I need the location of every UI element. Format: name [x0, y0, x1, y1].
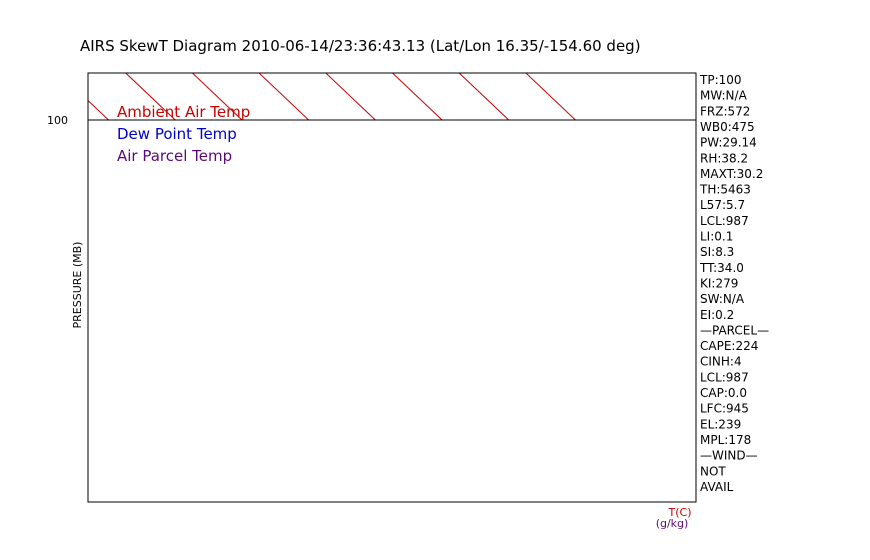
index-item: L57:5.7 — [700, 198, 745, 212]
pressure-tick-label: 100 — [47, 114, 68, 127]
index-item: TP:100 — [699, 73, 742, 87]
mixing-ratio-unit: (g/kg) — [656, 517, 689, 530]
index-item: AVAIL — [700, 480, 734, 494]
index-item: RH:38.2 — [700, 151, 748, 165]
index-item: LCL:987 — [700, 370, 749, 384]
index-item: FRZ:572 — [700, 104, 750, 118]
index-item: LFC:945 — [700, 402, 749, 416]
index-item: MPL:178 — [700, 433, 751, 447]
index-item: EL:239 — [700, 417, 741, 431]
legend-entry: Air Parcel Temp — [117, 147, 232, 165]
y-axis-label: PRESSURE (MB) — [71, 242, 84, 329]
index-item: CINH:4 — [700, 355, 742, 369]
bottom-axis-unit: T(C) — [668, 506, 692, 519]
index-item: LI:0.1 — [700, 230, 733, 244]
chart-title: AIRS SkewT Diagram 2010-06-14/23:36:43.1… — [80, 37, 641, 55]
index-item: MAXT:30.2 — [700, 167, 763, 181]
index-item: MW:N/A — [700, 89, 748, 103]
index-item: CAP:0.0 — [700, 386, 747, 400]
index-item: KI:279 — [700, 276, 738, 290]
axes-layer: 1002003004005006007008009001000-120-110-… — [47, 72, 697, 530]
index-item: EI:0.2 — [700, 308, 734, 322]
index-item: SW:N/A — [700, 292, 745, 306]
index-item: PW:29.14 — [700, 136, 757, 150]
legend-entry: Ambient Air Temp — [117, 103, 250, 121]
index-item: SI:8.3 — [700, 245, 734, 259]
legend-entry: Dew Point Temp — [117, 125, 237, 143]
index-item: LCL:987 — [700, 214, 749, 228]
index-item: TH:5463 — [699, 183, 751, 197]
plot-frame — [87, 72, 697, 503]
index-item: —PARCEL— — [700, 323, 769, 337]
legend: Ambient Air Temp Dew Point Temp Air Parcel… — [117, 103, 250, 165]
index-item: TT:34.0 — [699, 261, 744, 275]
index-item: CAPE:224 — [700, 339, 758, 353]
index-item: WB0:475 — [700, 120, 755, 134]
isobar-layer — [88, 119, 696, 121]
index-item: —WIND— — [700, 449, 758, 463]
index-item: NOT — [700, 464, 726, 478]
